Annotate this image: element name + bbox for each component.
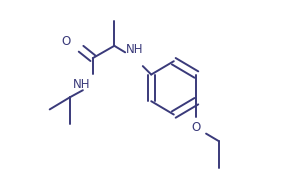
Text: NH: NH [126,43,144,56]
Text: O: O [192,121,201,134]
Text: NH: NH [73,78,91,91]
Text: O: O [61,35,70,48]
